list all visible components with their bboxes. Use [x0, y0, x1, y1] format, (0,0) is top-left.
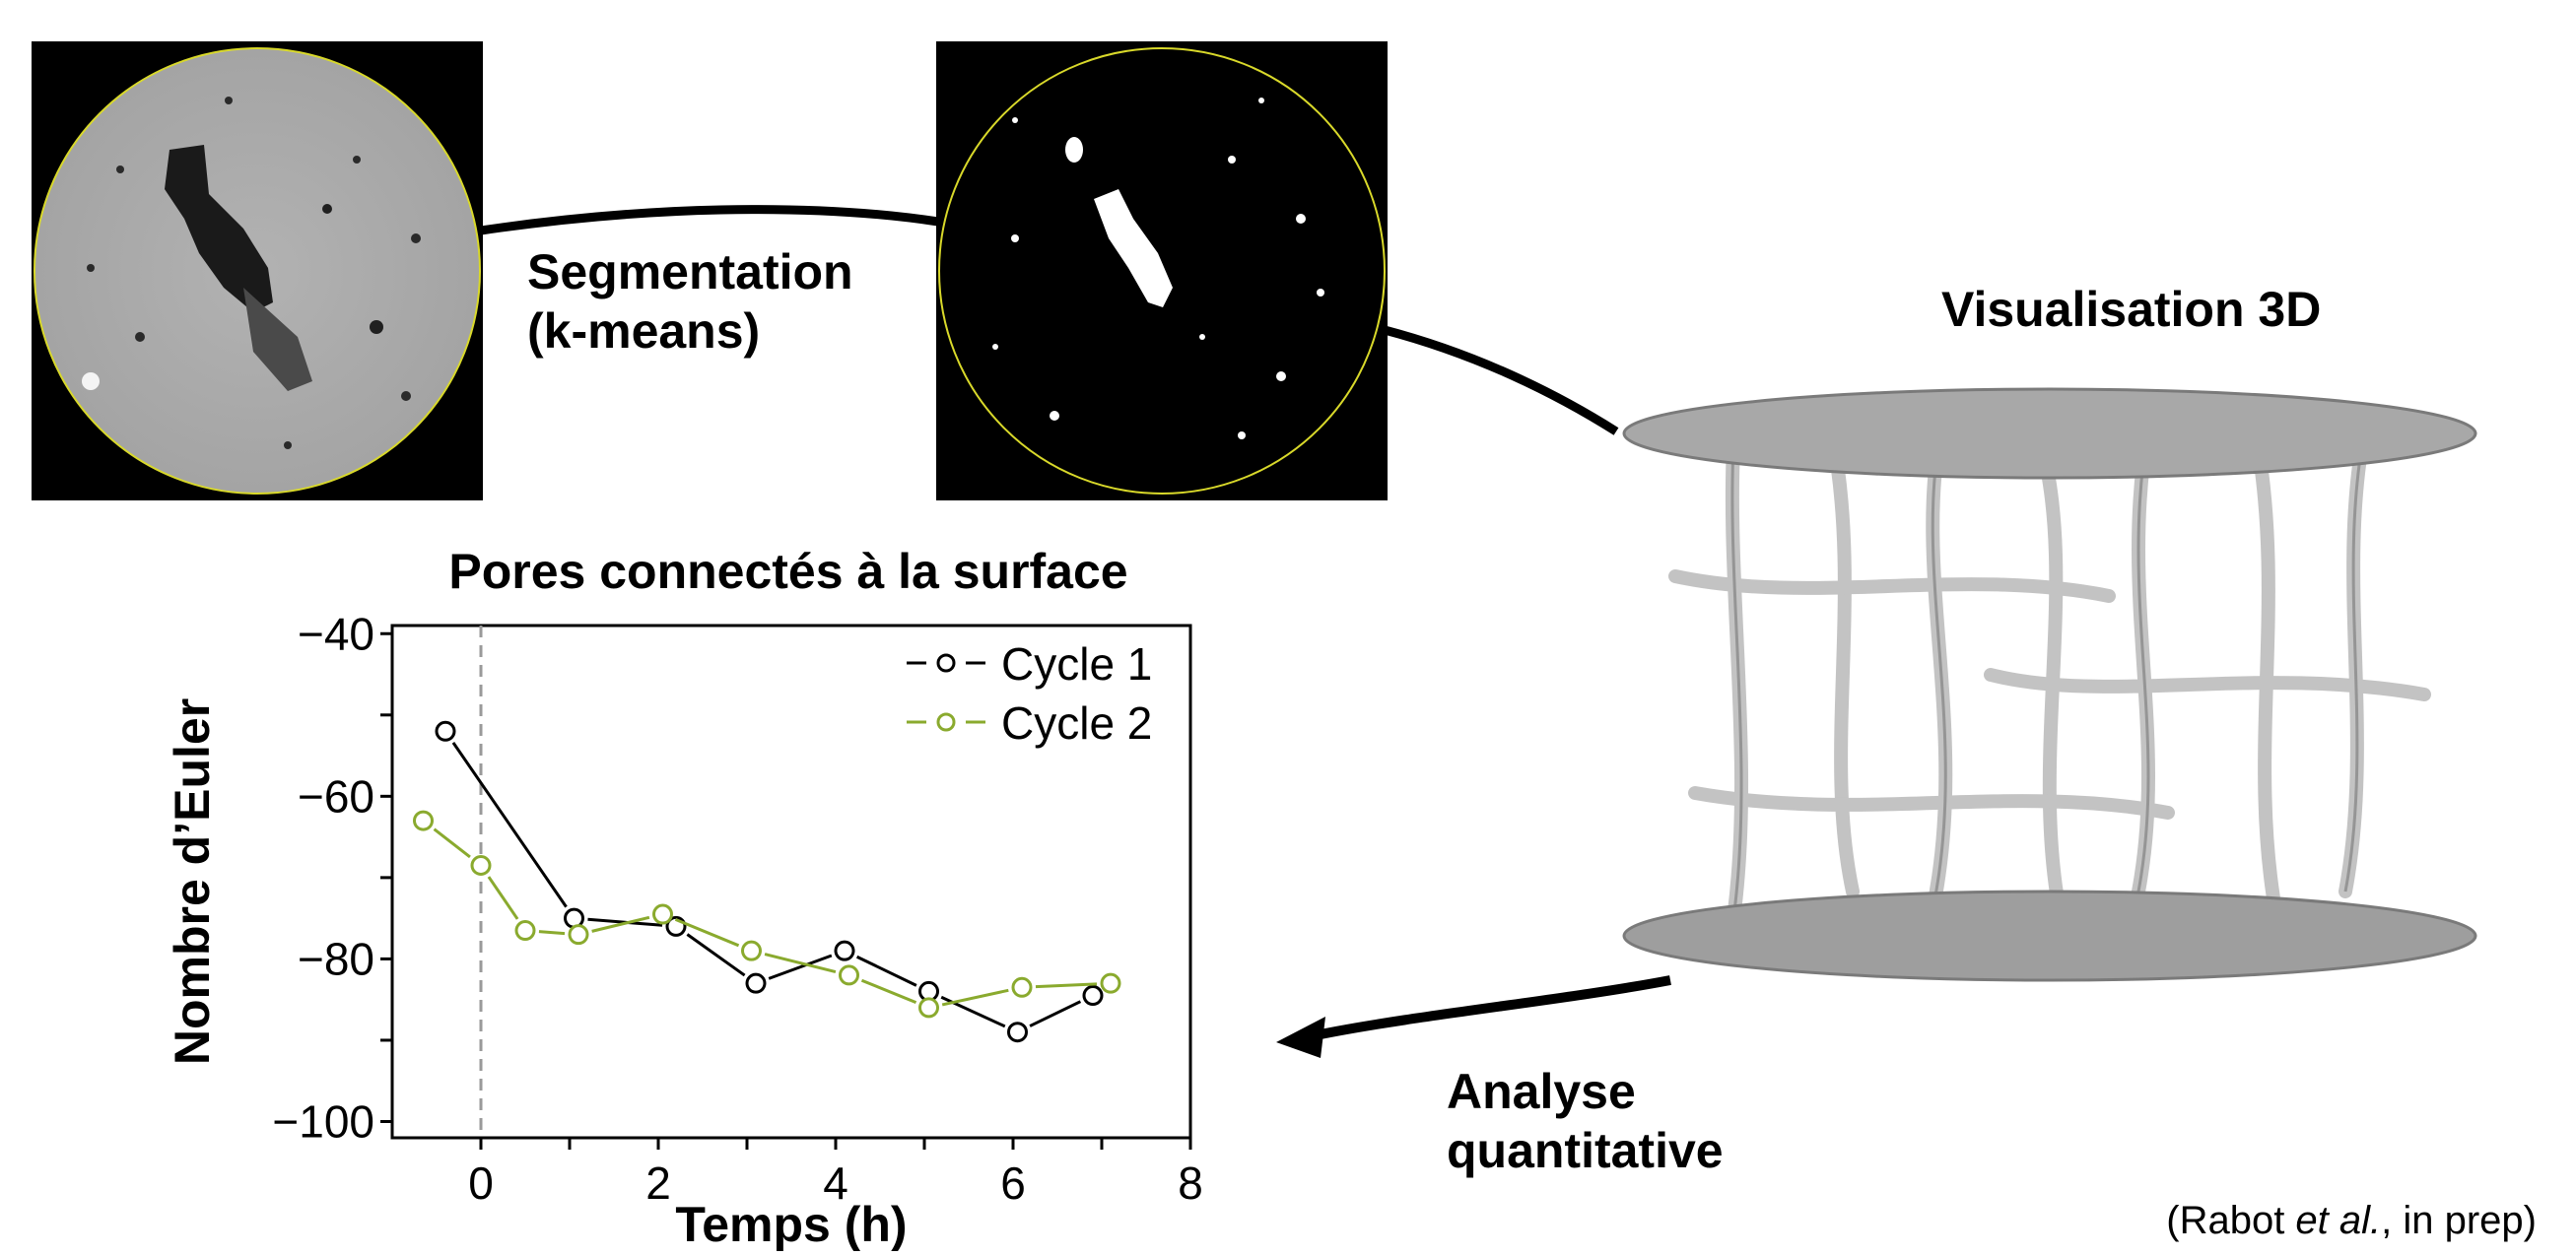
legend: Cycle 1 Cycle 2: [907, 638, 1152, 749]
legend-marker-cycle1: [936, 653, 956, 673]
citation-prefix: (Rabot: [2166, 1199, 2296, 1242]
y-tick-label: −100: [272, 1095, 374, 1147]
chart-title: Pores connectés à la surface: [448, 544, 1127, 599]
analyse-label-line1: Analyse: [1447, 1064, 1636, 1119]
citation-suffix: , in prep): [2381, 1199, 2537, 1242]
visualisation-label: Visualisation 3D: [1941, 282, 2322, 337]
y-axis-label: Nombre d’Euler: [165, 698, 220, 1065]
connector-curve-ct-to-seg: [480, 205, 939, 235]
series-segment-cycle2: [674, 917, 740, 948]
series-segment-cycle2: [860, 978, 917, 1005]
series-segment-cycle2: [591, 915, 650, 933]
series-segment-cycle2: [433, 827, 471, 859]
arrowhead-icon: [1276, 1017, 1325, 1058]
data-point-cycle2: [1011, 976, 1033, 998]
euler-chart-svg: Pores connectés à la surface −40 −60 −80 −1…: [165, 544, 1203, 1252]
y-tick-label: −60: [298, 770, 374, 822]
series-segment-cycle1: [451, 741, 568, 908]
data-point-cycle2: [839, 964, 859, 986]
segmentation-label-line2: (k-means): [527, 303, 761, 359]
ct-slice-drawing: [34, 47, 481, 495]
segmented-slice-drawing: [938, 47, 1386, 495]
series-segment-cycle2: [1035, 982, 1098, 989]
data-point-cycle2: [413, 810, 434, 831]
connector-curve-3d-to-chart: [1320, 975, 1671, 1039]
segmentation-label: Segmentation (k-means): [527, 242, 853, 361]
x-tick-label: 4: [823, 1157, 848, 1209]
euler-chart: Pores connectés à la surface −40 −60 −80 −1…: [148, 537, 1232, 1252]
x-axis-label: Temps (h): [675, 1197, 907, 1251]
series-segment-cycle2: [538, 930, 566, 936]
series-segment-cycle1: [686, 933, 746, 977]
series-segment-cycle2: [764, 953, 837, 973]
x-tick-label: 0: [468, 1157, 494, 1209]
data-point-cycle1: [1007, 1022, 1028, 1043]
data-point-cycle2: [918, 997, 939, 1019]
x-tick-label: 2: [645, 1157, 671, 1209]
x-tick-label: 8: [1178, 1157, 1203, 1209]
data-point-cycle1: [834, 940, 855, 961]
data-point-cycle1: [1082, 985, 1104, 1007]
data-point-cycle2: [741, 940, 762, 961]
segmented-slice-image: [936, 41, 1388, 500]
x-tick-label: 6: [1000, 1157, 1026, 1209]
data-point-cycle1: [435, 720, 456, 742]
legend-marker-cycle2: [936, 712, 956, 732]
analyse-label: Analyse quantitative: [1447, 1062, 1724, 1180]
series-segment-cycle1: [768, 954, 833, 980]
legend-label-cycle1: Cycle 1: [1001, 638, 1152, 690]
data-point-cycle2: [514, 920, 536, 942]
citation: (Rabot et al., in prep): [2166, 1199, 2537, 1243]
data-point-cycle2: [568, 924, 589, 946]
data-point-cycle2: [1100, 972, 1121, 994]
y-tick-label: −40: [298, 608, 374, 659]
series-segment-cycle2: [487, 876, 519, 920]
legend-label-cycle2: Cycle 2: [1001, 697, 1152, 749]
x-axis: 0 2 4 6 8: [468, 1138, 1203, 1209]
series-segment-cycle1: [1029, 1000, 1082, 1027]
visualisation-3d-drawing: [1622, 387, 2477, 982]
analyse-label-line2: quantitative: [1447, 1123, 1724, 1178]
y-axis: −40 −60 −80 −100: [272, 608, 392, 1147]
plot-frame: [390, 624, 1192, 1140]
ct-slice-image: [32, 41, 483, 500]
citation-italic: et al.: [2295, 1199, 2382, 1242]
series-segment-cycle1: [855, 955, 917, 987]
series-layer: [413, 720, 1121, 1043]
y-tick-label: −80: [298, 933, 374, 984]
connector-curve-seg-to-3d: [1383, 325, 1619, 435]
data-point-cycle2: [470, 854, 492, 876]
data-point-cycle2: [652, 903, 673, 925]
visualisation-3d-image: [1616, 379, 2483, 990]
segmentation-label-line1: Segmentation: [527, 244, 853, 299]
data-point-cycle1: [745, 972, 767, 994]
series-segment-cycle2: [941, 988, 1009, 1007]
